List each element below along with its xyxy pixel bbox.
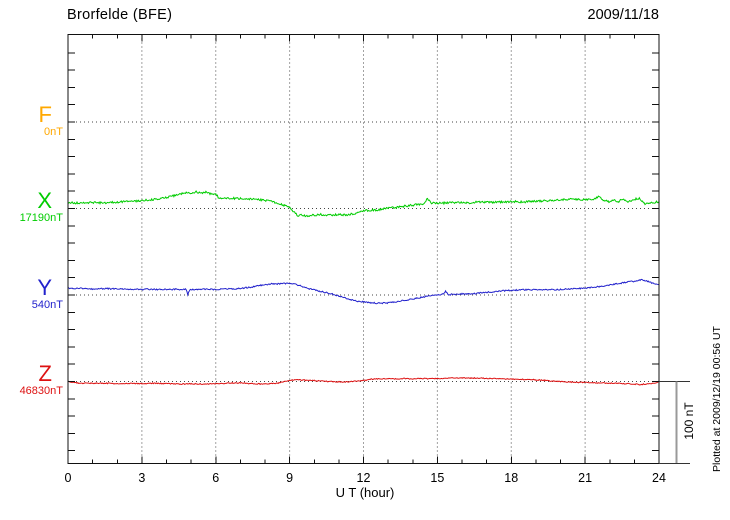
trace-Z (67, 376, 660, 386)
x-axis-label: U T (hour) (335, 485, 395, 500)
x-tick-label: 9 (286, 471, 294, 485)
x-tick-label: 0 (64, 471, 72, 485)
component-Y-baseline-value: 540nT (31, 299, 63, 311)
x-tick-label: 18 (504, 471, 519, 485)
trace-X (67, 190, 660, 218)
x-tick-label: 15 (430, 471, 445, 485)
station-title: Brorfelde (BFE) (67, 7, 173, 23)
plotted-at-note: Plotted at 2009/12/19 00:56 UT (711, 326, 723, 472)
component-F-label: F (38, 102, 52, 127)
component-Z-baseline-value: 46830nT (19, 385, 63, 397)
component-X-label: X (37, 188, 52, 213)
component-F-baseline-value: 0nT (44, 126, 63, 138)
date-label: 2009/11/18 (587, 7, 660, 23)
x-tick-label: 24 (652, 471, 666, 485)
x-tick-label: 12 (356, 471, 371, 485)
trace-Y (67, 278, 660, 305)
x-tick-label: 3 (138, 471, 146, 485)
scale-bar-label: 100 nT (682, 402, 696, 440)
x-tick-label: 6 (212, 471, 220, 485)
component-X-baseline-value: 17190nT (19, 212, 63, 224)
component-Y-label: Y (37, 275, 52, 300)
x-tick-label: 21 (578, 471, 593, 485)
component-Z-label: Z (38, 361, 52, 386)
